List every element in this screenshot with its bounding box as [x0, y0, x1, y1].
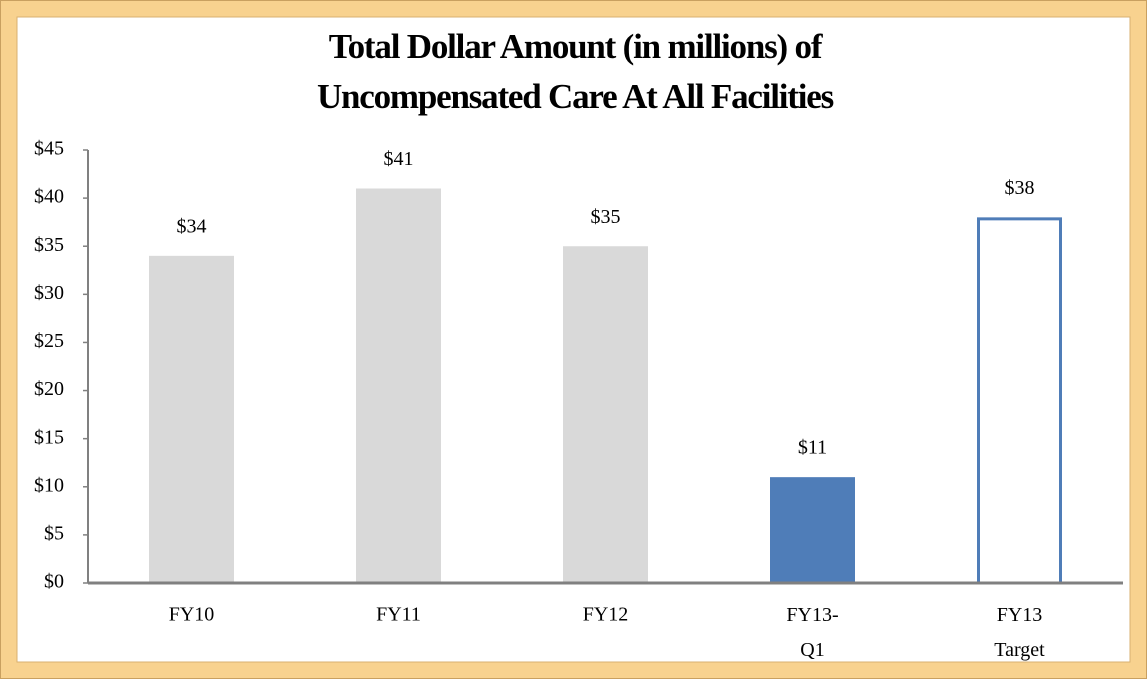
x-tick-label: FY13 Target — [994, 604, 1045, 661]
x-tick-label: FY12 — [583, 604, 629, 626]
bar — [149, 255, 234, 583]
value-label: $35 — [591, 206, 621, 228]
value-label: $11 — [798, 437, 827, 459]
y-tick-label: $15 — [34, 426, 64, 448]
y-tick-label: $5 — [44, 522, 64, 544]
y-tick-label: $35 — [34, 234, 64, 256]
y-tick-label: $40 — [34, 186, 64, 208]
y-tick-label: $10 — [34, 474, 64, 496]
bar — [770, 477, 855, 583]
y-tick-label: $30 — [34, 282, 64, 304]
value-label: $38 — [1005, 177, 1035, 199]
chart-title: Total Dollar Amount (in millions) of — [329, 27, 823, 66]
chart-title: Uncompensated Care At All Facilities — [317, 77, 834, 116]
value-label: $34 — [177, 215, 207, 237]
x-tick-label: FY11 — [376, 604, 421, 626]
y-tick-label: $25 — [34, 330, 64, 352]
x-tick-label: FY10 — [169, 604, 215, 626]
bar — [977, 217, 1062, 585]
y-tick-label: $20 — [34, 378, 64, 400]
value-label: $41 — [384, 148, 414, 170]
bar — [356, 188, 441, 583]
x-tick-label: FY13-Q1 — [786, 604, 838, 661]
bar — [563, 246, 648, 583]
y-tick-label: $0 — [44, 571, 64, 593]
y-tick-label: $45 — [34, 138, 64, 160]
